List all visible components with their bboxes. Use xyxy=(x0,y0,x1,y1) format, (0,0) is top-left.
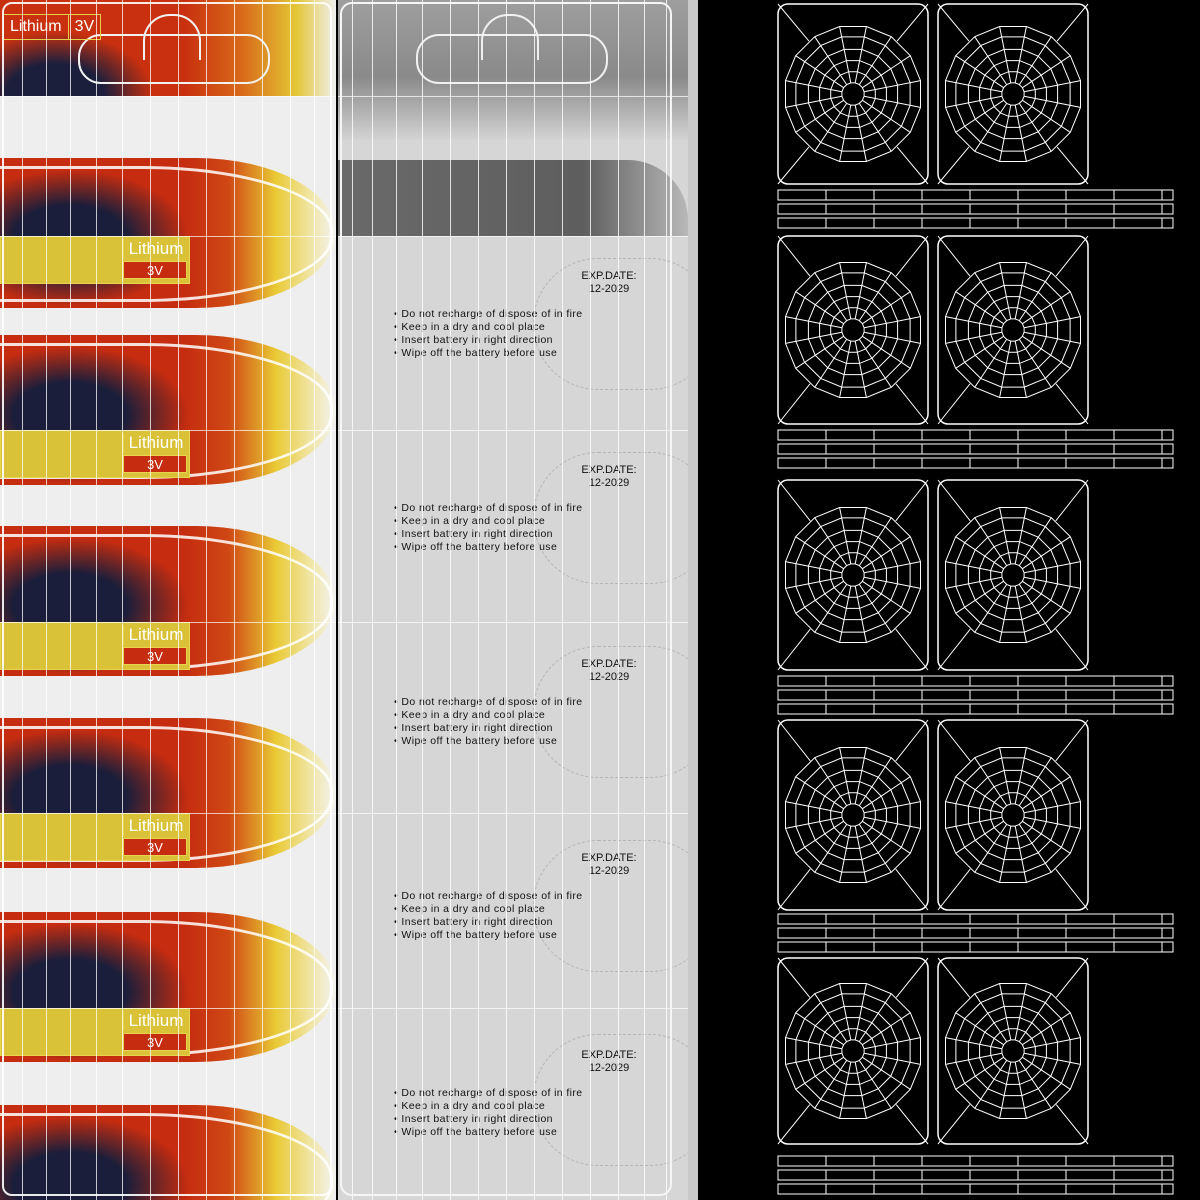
warning-item: • Wipe off the battery before use xyxy=(394,541,558,553)
uv-strip xyxy=(777,1155,1174,1195)
uv-strip xyxy=(777,429,1174,469)
warning-item: • Insert battery in right direction xyxy=(394,528,553,540)
warning-item: • Wipe off the battery before use xyxy=(394,1126,558,1138)
battery-label-name: Lithium xyxy=(123,433,188,453)
expiry-block: EXP.DATE: 12-2029 xyxy=(574,464,644,490)
warning-item: • Wipe off the battery before use xyxy=(394,347,558,359)
hanger-notch xyxy=(143,14,201,60)
expiry-date: 12-2029 xyxy=(588,671,630,683)
warning-item: • Insert battery in right direction xyxy=(394,334,553,346)
uv-strip xyxy=(777,913,1174,953)
battery-label-name: Lithium xyxy=(123,816,188,836)
uv-island xyxy=(777,719,929,911)
package-top-cap: Lithium 3V xyxy=(0,0,336,96)
battery-label-voltage: 3V xyxy=(123,838,187,856)
warning-item: • Insert battery in right direction xyxy=(394,916,553,928)
battery-label-name: Lithium xyxy=(123,625,188,645)
expiry-title: EXP.DATE: xyxy=(581,270,637,282)
warning-item: • Do not recharge of dispose of in fire xyxy=(394,696,583,708)
uv-island xyxy=(777,479,929,671)
warning-item: • Do not recharge of dispose of in fire xyxy=(394,308,583,320)
expiry-block: EXP.DATE: 12-2029 xyxy=(574,658,644,684)
battery-label: Lithium 3V xyxy=(0,813,190,861)
warning-item: • Insert battery in right direction xyxy=(394,1113,553,1125)
expiry-block: EXP.DATE: 12-2029 xyxy=(574,270,644,296)
expiry-block: EXP.DATE: 12-2029 xyxy=(574,852,644,878)
expiry-title: EXP.DATE: xyxy=(581,1049,637,1061)
warning-list: • Do not recharge of dispose of in fire … xyxy=(394,502,604,554)
top-label-voltage: 3V xyxy=(67,15,101,39)
warning-list: • Do not recharge of dispose of in fire … xyxy=(394,890,604,942)
uv-island xyxy=(777,3,929,185)
hanger-notch xyxy=(481,14,539,60)
expiry-date: 12-2029 xyxy=(588,283,630,295)
uv-island xyxy=(937,479,1089,671)
uv-strip xyxy=(777,189,1174,229)
uv-island xyxy=(937,957,1089,1145)
warning-list: • Do not recharge of dispose of in fire … xyxy=(394,696,604,748)
expiry-date: 12-2029 xyxy=(588,865,630,877)
expiry-block: EXP.DATE: 12-2029 xyxy=(574,1049,644,1075)
hanger-hole xyxy=(78,34,270,84)
warning-item: • Keep in a dry and cool place xyxy=(394,1100,546,1112)
uv-island xyxy=(937,719,1089,911)
battery-label: Lithium 3V xyxy=(0,622,190,670)
uv-wireframe-panel xyxy=(700,0,1200,1200)
warning-list: • Do not recharge of dispose of in fire … xyxy=(394,308,604,360)
gray-package-outline xyxy=(340,2,672,1196)
battery-band xyxy=(0,1105,336,1200)
expiry-title: EXP.DATE: xyxy=(581,658,637,670)
expiry-date: 12-2029 xyxy=(588,1062,630,1074)
package-outline xyxy=(2,2,332,1196)
battery-label-voltage: 3V xyxy=(123,261,187,279)
uv-island xyxy=(937,235,1089,425)
warning-item: • Keep in a dry and cool place xyxy=(394,321,546,333)
uv-strip xyxy=(777,675,1174,715)
warning-item: • Keep in a dry and cool place xyxy=(394,709,546,721)
warning-item: • Do not recharge of dispose of in fire xyxy=(394,890,583,902)
battery-label-name: Lithium xyxy=(123,1011,188,1031)
battery-label-name: Lithium xyxy=(123,239,188,259)
warning-item: • Do not recharge of dispose of in fire xyxy=(394,502,583,514)
warning-item: • Keep in a dry and cool place xyxy=(394,515,546,527)
battery-label-voltage: 3V xyxy=(123,455,187,473)
warning-item: • Keep in a dry and cool place xyxy=(394,903,546,915)
battery-label: Lithium 3V xyxy=(0,430,190,478)
uv-island xyxy=(937,3,1089,185)
uv-island xyxy=(777,957,929,1145)
battery-label-voltage: 3V xyxy=(123,1033,187,1051)
uv-wireframe-canvas xyxy=(777,3,1174,1195)
gray-strip-edge xyxy=(688,0,698,1200)
color-texture-strip: Lithium 3V Lithium 3V Lithium 3V Lithium… xyxy=(0,0,336,1200)
expiry-title: EXP.DATE: xyxy=(581,852,637,864)
battery-label-voltage: 3V xyxy=(123,647,187,665)
uv-island xyxy=(777,235,929,425)
warning-item: • Insert battery in right direction xyxy=(394,722,553,734)
gray-texture-strip: EXP.DATE: 12-2029 • Do not recharge of d… xyxy=(338,0,698,1200)
warning-item: • Do not recharge of dispose of in fire xyxy=(394,1087,583,1099)
hanger-hole xyxy=(416,34,608,84)
warning-list: • Do not recharge of dispose of in fire … xyxy=(394,1087,604,1139)
expiry-title: EXP.DATE: xyxy=(581,464,637,476)
battery-label: Lithium 3V xyxy=(0,1008,190,1056)
expiry-date: 12-2029 xyxy=(588,477,630,489)
warning-item: • Wipe off the battery before use xyxy=(394,735,558,747)
warning-item: • Wipe off the battery before use xyxy=(394,929,558,941)
